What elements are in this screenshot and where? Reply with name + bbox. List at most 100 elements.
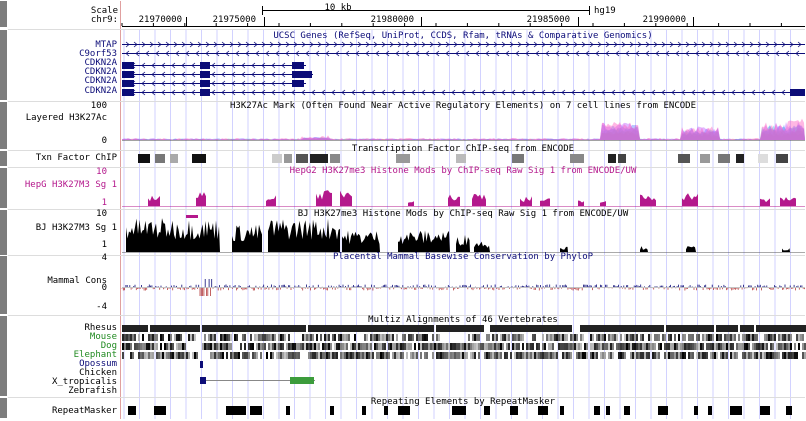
txn-sidebar-tab[interactable]	[0, 151, 7, 166]
gene-label[interactable]: MTAP	[95, 40, 117, 50]
strand-arrow	[455, 50, 460, 57]
repeat-element	[624, 406, 630, 415]
alignment-block	[668, 334, 670, 341]
alignment-block	[798, 325, 800, 332]
alignment-block	[300, 343, 302, 350]
gene-label[interactable]: CDKN2A	[84, 58, 117, 68]
alignment-block	[304, 325, 306, 332]
multiz-sidebar-tab[interactable]	[0, 316, 7, 396]
alignment-block	[416, 325, 418, 332]
strand-arrow	[789, 41, 794, 48]
alignment-block	[324, 325, 326, 332]
hepg2-signal	[520, 196, 532, 206]
alignment-block	[646, 325, 648, 332]
alignment-block	[276, 325, 278, 332]
alignment-block	[260, 343, 262, 350]
bj-sidebar-tab[interactable]	[0, 210, 7, 255]
alignment-block	[166, 352, 168, 359]
alignment-block	[338, 325, 340, 332]
ruler-sidebar-tab[interactable]	[0, 1, 7, 27]
hepg2-signal	[578, 200, 584, 206]
alignment-block	[316, 334, 318, 341]
rmsk-sidebar-tab[interactable]	[0, 398, 7, 418]
alignment-block	[528, 343, 530, 350]
h3k27ac-track-label[interactable]: Layered H3K27Ac	[25, 113, 107, 123]
alignment-block	[712, 343, 714, 350]
alignment-block	[252, 352, 254, 359]
alignment-block	[276, 343, 278, 350]
alignment-block	[604, 325, 606, 332]
hepg2-sidebar-tab[interactable]	[0, 168, 7, 208]
species-label[interactable]: Chicken	[79, 368, 117, 378]
alignment-block	[622, 352, 624, 359]
cons-track-label[interactable]: Mammal Cons	[47, 276, 107, 286]
alignment-block	[442, 352, 444, 359]
alignment-block	[356, 325, 358, 332]
alignment-block	[164, 343, 166, 350]
alignment-block	[394, 343, 396, 350]
strand-arrow	[671, 89, 676, 96]
genes-sidebar-tab[interactable]	[0, 30, 7, 100]
gene-label[interactable]: C9orf53	[79, 49, 117, 59]
alignment-block	[310, 325, 312, 332]
alignment-block	[604, 352, 606, 359]
species-label[interactable]: Mouse	[89, 332, 117, 342]
alignment-block	[324, 352, 326, 359]
alignment-block	[536, 352, 538, 359]
alignment-block	[278, 343, 280, 350]
species-label[interactable]: X_tropicalis	[51, 377, 117, 387]
strand-arrow	[269, 41, 274, 48]
alignment-block	[144, 352, 146, 359]
strand-arrow	[381, 41, 386, 48]
bj-track-label[interactable]: BJ H3K27M3 Sg 1	[35, 223, 117, 233]
gene-label[interactable]: CDKN2A	[84, 86, 117, 96]
alignment-block	[736, 325, 738, 332]
alignment-block	[336, 325, 338, 332]
alignment-block	[566, 352, 568, 359]
rmsk-track-label[interactable]: RepeatMasker	[51, 406, 117, 416]
alignment-block	[406, 343, 408, 350]
alignment-block	[440, 343, 442, 350]
h3k27ac-sidebar-tab[interactable]	[0, 102, 7, 149]
strand-arrow	[133, 41, 138, 48]
strand-arrow	[465, 50, 470, 57]
alignment-block	[132, 334, 134, 341]
alignment-block	[484, 343, 486, 350]
txn-track-label[interactable]: Txn Factor ChIP	[35, 153, 117, 163]
repeat-element	[452, 406, 466, 415]
alignment-block	[352, 352, 354, 359]
bj-signal	[474, 241, 490, 252]
alignment-block	[758, 343, 760, 350]
alignment-block	[320, 325, 322, 332]
species-label[interactable]: Dog	[100, 341, 117, 351]
bj-signal	[640, 246, 648, 252]
alignment-block	[656, 352, 658, 359]
alignment-block	[130, 343, 132, 350]
alignment-block	[800, 334, 802, 341]
alignment-block	[174, 325, 176, 332]
alignment-block	[634, 334, 636, 341]
alignment-block	[364, 352, 366, 359]
alignment-block	[760, 343, 762, 350]
alignment-block	[606, 343, 608, 350]
alignment-block	[296, 325, 298, 332]
strand-arrow	[781, 89, 786, 96]
gene-label[interactable]: CDKN2A	[84, 67, 117, 77]
alignment-block	[698, 334, 700, 341]
alignment-block	[488, 343, 490, 350]
species-label[interactable]: Opossum	[79, 359, 117, 369]
alignment-block	[752, 325, 754, 332]
alignment-block	[532, 334, 534, 341]
cons-sidebar-tab[interactable]	[0, 256, 7, 314]
alignment-block	[446, 343, 448, 350]
species-label[interactable]: Zebrafish	[68, 386, 117, 396]
position-label: 21990000	[642, 15, 686, 25]
alignment-block	[432, 334, 434, 341]
alignment-block	[582, 334, 584, 341]
species-label[interactable]: Elephant	[73, 350, 117, 360]
species-label[interactable]: Rhesus	[84, 323, 117, 333]
gene-label[interactable]: CDKN2A	[84, 76, 117, 86]
hepg2-track-label[interactable]: HepG H3K27M3 Sg 1	[24, 180, 117, 190]
strand-arrow	[165, 50, 170, 57]
